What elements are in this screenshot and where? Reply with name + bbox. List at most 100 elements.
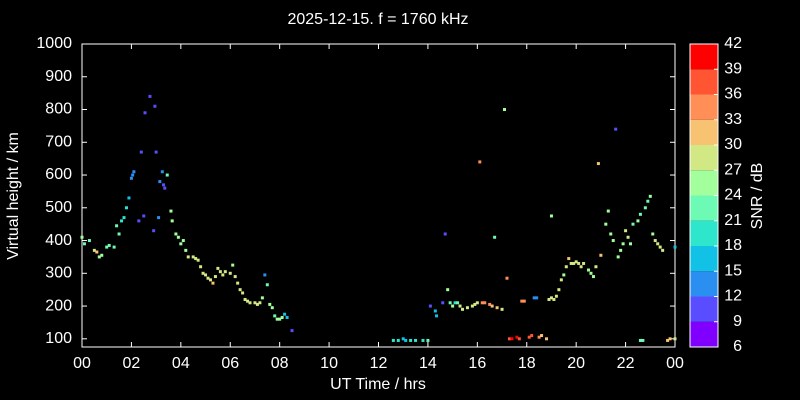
- y-tick-label: 700: [45, 133, 72, 150]
- data-point: [92, 248, 96, 252]
- data-point: [105, 245, 109, 249]
- data-point: [265, 283, 269, 287]
- x-tick-label: 16: [468, 355, 486, 372]
- data-point: [280, 316, 284, 320]
- y-tick-label: 200: [45, 297, 72, 314]
- data-point: [165, 173, 169, 177]
- data-point: [651, 232, 655, 236]
- colorbar-band: [690, 69, 718, 95]
- data-point: [549, 296, 553, 300]
- data-point: [236, 281, 240, 285]
- data-point: [591, 275, 595, 279]
- data-point: [248, 301, 252, 305]
- data-point: [170, 219, 174, 223]
- data-point: [532, 296, 536, 300]
- data-point: [567, 257, 571, 261]
- x-tick-label: 12: [370, 355, 388, 372]
- data-point: [564, 265, 568, 269]
- data-point: [629, 242, 633, 246]
- data-point: [228, 271, 232, 275]
- data-point: [179, 242, 183, 246]
- data-point: [218, 270, 222, 274]
- data-point: [503, 108, 507, 112]
- data-point: [609, 232, 613, 236]
- data-point: [243, 298, 247, 302]
- data-point: [562, 273, 566, 277]
- x-tick-label: 04: [172, 355, 190, 372]
- data-point: [587, 268, 591, 272]
- data-point: [661, 248, 665, 252]
- data-point: [569, 261, 573, 265]
- data-point: [594, 265, 598, 269]
- data-point: [537, 335, 541, 339]
- data-point: [112, 245, 116, 249]
- data-point: [572, 261, 576, 265]
- data-point: [120, 219, 124, 223]
- data-point: [443, 232, 447, 236]
- data-point: [520, 299, 524, 303]
- data-point: [158, 180, 162, 184]
- data-point: [208, 278, 212, 282]
- colorbar-tick-label: 6: [733, 338, 742, 355]
- data-point: [139, 150, 143, 154]
- data-point: [127, 196, 131, 200]
- data-point: [82, 242, 86, 246]
- data-point: [488, 302, 492, 306]
- data-point: [153, 104, 157, 108]
- data-point: [129, 176, 133, 180]
- data-point: [596, 162, 600, 166]
- data-point: [505, 276, 509, 280]
- data-point: [636, 219, 640, 223]
- x-tick-label: 14: [419, 355, 437, 372]
- colorbar-tick-label: 42: [724, 35, 742, 52]
- data-point: [621, 242, 625, 246]
- data-point: [132, 170, 136, 174]
- data-point: [163, 186, 167, 190]
- colorbar-band: [690, 271, 718, 297]
- y-tick-label: 600: [45, 166, 72, 183]
- data-point: [404, 338, 408, 342]
- data-point: [107, 243, 111, 247]
- colorbar-tick-label: 18: [724, 237, 742, 254]
- data-point: [666, 338, 670, 342]
- data-point: [458, 304, 462, 308]
- data-point: [604, 222, 608, 226]
- data-point: [577, 261, 581, 265]
- data-point: [148, 94, 152, 98]
- colorbar-tick-label: 33: [724, 111, 742, 128]
- data-point: [258, 301, 262, 305]
- data-point: [115, 224, 119, 228]
- data-point: [391, 338, 395, 342]
- colorbar-label: SNR / dB: [749, 163, 766, 230]
- data-point: [290, 329, 294, 333]
- data-point: [184, 248, 188, 252]
- y-axis-label: Virtual height / km: [5, 132, 22, 260]
- x-axis-label: UT Time / hrs: [330, 376, 426, 393]
- data-point: [619, 248, 623, 252]
- data-point: [557, 288, 561, 292]
- colorbar-tick-label: 36: [724, 86, 742, 103]
- data-point: [611, 239, 615, 243]
- colorbar-band: [690, 220, 718, 246]
- data-point: [421, 338, 425, 342]
- data-point: [169, 209, 173, 213]
- data-point: [478, 160, 482, 164]
- data-point: [160, 170, 164, 174]
- data-point: [446, 288, 450, 292]
- data-point: [204, 273, 208, 277]
- y-tick-label: 300: [45, 265, 72, 282]
- data-point: [100, 253, 104, 257]
- data-point: [465, 306, 469, 310]
- y-tick-label: 1000: [36, 35, 72, 52]
- data-point: [435, 314, 439, 318]
- colorbar-band: [690, 119, 718, 145]
- data-point: [152, 229, 156, 233]
- data-point: [475, 301, 479, 305]
- data-point: [515, 335, 519, 339]
- data-point: [213, 275, 217, 279]
- data-point: [451, 304, 455, 308]
- colorbar-tick-label: 9: [733, 313, 742, 330]
- colorbar-band: [690, 145, 718, 171]
- data-point: [275, 317, 279, 321]
